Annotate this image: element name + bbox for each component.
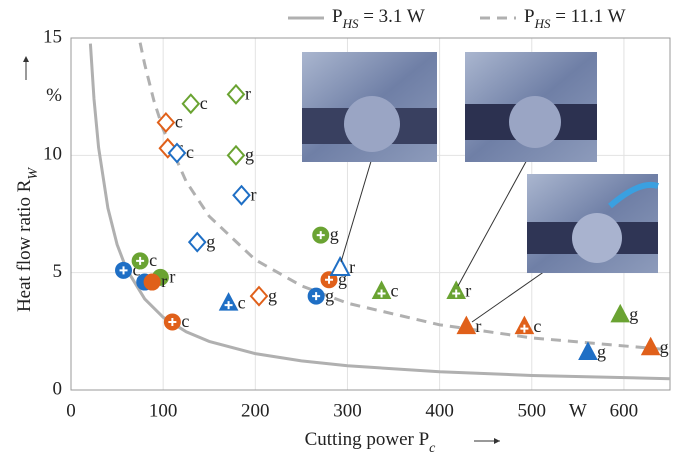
point-label: g bbox=[206, 231, 215, 251]
x-tick-label: 400 bbox=[425, 400, 454, 421]
marker bbox=[579, 342, 597, 359]
legend-label-part: P bbox=[332, 6, 343, 27]
point-label: c bbox=[175, 112, 183, 132]
marker bbox=[228, 85, 244, 103]
point-label: g bbox=[330, 224, 339, 244]
legend-label-part: = 11.1 W bbox=[550, 6, 625, 27]
x-tick-label: 300 bbox=[333, 400, 362, 421]
point-label: g bbox=[325, 285, 334, 305]
point-label: r bbox=[250, 184, 256, 204]
marker bbox=[183, 95, 199, 113]
point-label: g bbox=[629, 304, 638, 324]
y-tick-label: 0 bbox=[53, 378, 63, 399]
legend-label-part: = 3.1 W bbox=[358, 6, 424, 27]
marker bbox=[331, 258, 349, 275]
point-label: c bbox=[238, 292, 246, 312]
x-axis-label: Cutting power Pc bbox=[305, 429, 437, 455]
marker bbox=[144, 274, 160, 290]
point-label: c bbox=[186, 142, 194, 162]
point-label: r bbox=[169, 266, 175, 286]
x-tick-label: W bbox=[569, 400, 587, 421]
x-tick-label: 100 bbox=[149, 400, 178, 421]
marker bbox=[189, 233, 205, 251]
y-tick-label: 10 bbox=[43, 144, 62, 165]
legend-label-part: HS bbox=[534, 16, 551, 31]
inset-arrow bbox=[458, 158, 528, 286]
point-label: g bbox=[660, 337, 669, 357]
marker bbox=[251, 287, 267, 305]
point-label: c bbox=[149, 250, 157, 270]
marker bbox=[611, 305, 629, 322]
point-label: r bbox=[349, 257, 355, 277]
marker bbox=[228, 146, 244, 164]
x-tick-label: 0 bbox=[66, 400, 76, 421]
inset-photo bbox=[527, 174, 658, 273]
y-tick-label: 15 bbox=[43, 26, 62, 47]
point-label: r bbox=[245, 83, 251, 103]
y-axis-label: Heat flow ratio RW bbox=[14, 167, 40, 312]
point-label: c bbox=[391, 281, 399, 301]
point-label: g bbox=[597, 342, 606, 362]
inset-arrow bbox=[341, 158, 372, 262]
point-label: g bbox=[245, 144, 254, 164]
point-label: c bbox=[181, 311, 189, 331]
insets bbox=[302, 52, 658, 322]
marker bbox=[457, 317, 475, 334]
legend-label-part: P bbox=[524, 6, 535, 27]
point-label: g bbox=[268, 285, 277, 305]
legend-label-part: HS bbox=[342, 16, 359, 31]
x-tick-label: 200 bbox=[241, 400, 270, 421]
y-tick-label: 5 bbox=[53, 261, 63, 282]
chart: crccrgrggccrrrcgggcrcrrcggg PHS = 3.1 WP… bbox=[0, 0, 681, 462]
point-label: c bbox=[533, 316, 541, 336]
y-axis-arrow-head bbox=[23, 56, 29, 62]
inset-photo bbox=[302, 52, 437, 162]
point-label: c bbox=[200, 93, 208, 113]
y-tick-label: % bbox=[46, 85, 62, 106]
point-label: r bbox=[161, 271, 167, 291]
inset-photo bbox=[465, 52, 597, 162]
x-tick-label: 600 bbox=[610, 400, 639, 421]
x-axis-arrow-head bbox=[494, 438, 500, 444]
legend-label: PHS = 11.1 W bbox=[524, 6, 626, 31]
legend-label: PHS = 3.1 W bbox=[332, 6, 425, 31]
x-tick-label: 500 bbox=[518, 400, 547, 421]
marker bbox=[233, 186, 249, 204]
point-label: r bbox=[465, 281, 471, 301]
